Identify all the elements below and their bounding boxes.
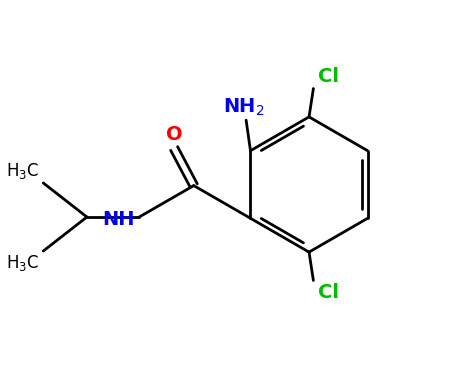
Text: Cl: Cl — [318, 68, 339, 86]
Text: H$_3$C: H$_3$C — [6, 253, 39, 273]
Text: H$_3$C: H$_3$C — [6, 161, 39, 181]
Text: NH$_2$: NH$_2$ — [223, 97, 265, 118]
Text: Cl: Cl — [318, 283, 339, 301]
Text: O: O — [166, 125, 182, 144]
Text: NH: NH — [103, 210, 135, 229]
